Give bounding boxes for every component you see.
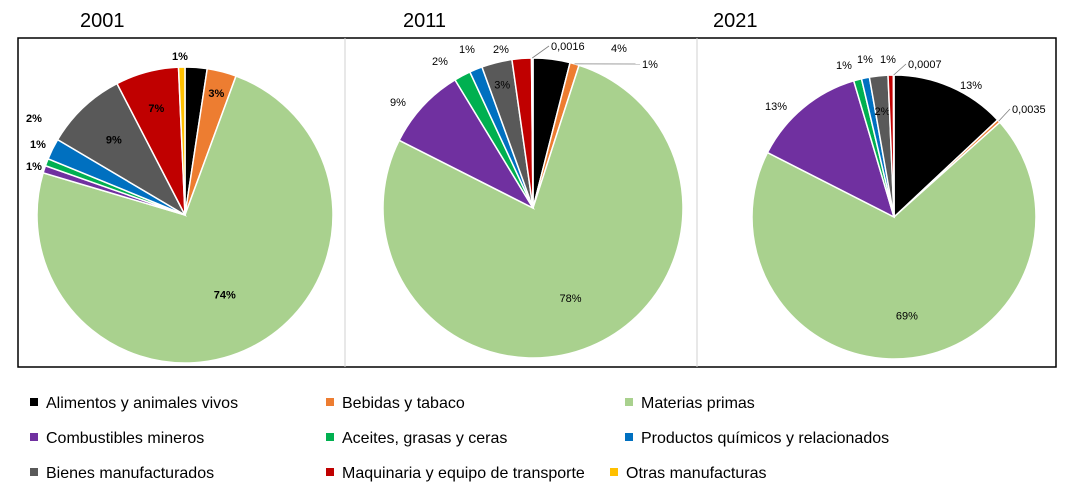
pie-slice bbox=[398, 78, 536, 210]
slice-data-label: 2% bbox=[187, 77, 203, 89]
legend-label: Bebidas y tabaco bbox=[342, 395, 465, 412]
slice-data-label: 2% bbox=[875, 106, 891, 118]
slice-data-label: 1% bbox=[459, 44, 475, 56]
legend-swatch bbox=[30, 468, 38, 476]
slice-data-label: 9% bbox=[390, 97, 406, 109]
legend-swatch bbox=[30, 398, 38, 406]
slice-data-label: 78% bbox=[560, 293, 582, 305]
legend: Alimentos y animales vivos Bebidas y tab… bbox=[30, 395, 889, 482]
leader-line bbox=[532, 45, 550, 59]
legend-label: Combustibles mineros bbox=[46, 430, 204, 447]
legend-swatch bbox=[326, 398, 334, 406]
legend-swatch bbox=[326, 468, 334, 476]
slice-data-label: 1% bbox=[26, 161, 42, 173]
legend-swatch bbox=[326, 433, 334, 441]
legend-swatch bbox=[625, 433, 633, 441]
legend-swatch bbox=[610, 468, 618, 476]
pie-chart-2021: 13% 0,0035 69% 13% 1% 1% 2% 1% 0,0007 bbox=[751, 54, 1046, 360]
legend-label: Materias primas bbox=[641, 395, 755, 412]
pie-chart-2011: 4% 1% 78% 9% 2% 1% 3% 2% 0,0016 bbox=[382, 41, 684, 359]
legend-label: Maquinaria y equipo de transporte bbox=[342, 465, 585, 482]
slice-data-label: 1% bbox=[857, 54, 873, 66]
legend-label: Productos químicos y relacionados bbox=[641, 430, 889, 447]
slice-data-label: 3% bbox=[208, 88, 224, 100]
slice-data-label: 7% bbox=[148, 103, 164, 115]
legend-swatch bbox=[625, 398, 633, 406]
legend-label: Aceites, grasas y ceras bbox=[342, 430, 507, 447]
slice-data-label: 4% bbox=[611, 43, 627, 55]
slice-data-label: 0,0035 bbox=[1012, 104, 1046, 116]
slice-data-label: 1% bbox=[836, 60, 852, 72]
legend-label: Otras manufacturas bbox=[626, 465, 767, 482]
slice-data-label: 2% bbox=[493, 44, 509, 56]
pie-slice bbox=[892, 74, 895, 218]
legend-swatch bbox=[30, 433, 38, 441]
charts-frame bbox=[17, 37, 1057, 368]
slice-data-label: 69% bbox=[896, 311, 918, 323]
slice-data-label: 74% bbox=[214, 289, 236, 301]
pie-title-2011: 2011 bbox=[403, 10, 446, 32]
slice-data-label: 2% bbox=[432, 56, 448, 68]
slice-data-label: 1% bbox=[30, 139, 46, 151]
pie-slice bbox=[530, 57, 534, 209]
leader-line bbox=[893, 63, 907, 76]
slice-data-label: 0,0016 bbox=[551, 41, 585, 53]
slice-data-label: 13% bbox=[765, 101, 787, 113]
pie-slice bbox=[177, 66, 186, 216]
pie-slice bbox=[382, 64, 684, 359]
slice-data-label: 9% bbox=[106, 135, 122, 147]
slice-data-label: 1% bbox=[642, 59, 658, 71]
pie-title-2001: 2001 bbox=[80, 10, 125, 32]
slice-data-label: 2% bbox=[26, 113, 42, 125]
slice-data-label: 0,0007 bbox=[908, 59, 942, 71]
pie-slice bbox=[56, 82, 187, 217]
pie-slice bbox=[36, 75, 334, 364]
pie-title-2021: 2021 bbox=[713, 10, 758, 32]
pie-slice bbox=[893, 74, 999, 219]
legend-label: Alimentos y animales vivos bbox=[46, 395, 238, 412]
slice-data-label: 3% bbox=[494, 79, 510, 91]
slice-data-label: 13% bbox=[960, 80, 982, 92]
pie-chart-2001: 2% 3% 74% 1% 1% 2% 9% 7% 1% bbox=[26, 51, 334, 364]
slice-data-label: 1% bbox=[880, 54, 896, 66]
legend-label: Bienes manufacturados bbox=[46, 465, 214, 482]
leader-line bbox=[998, 108, 1011, 122]
slice-data-label: 1% bbox=[172, 51, 188, 63]
pie-slice bbox=[766, 79, 896, 219]
